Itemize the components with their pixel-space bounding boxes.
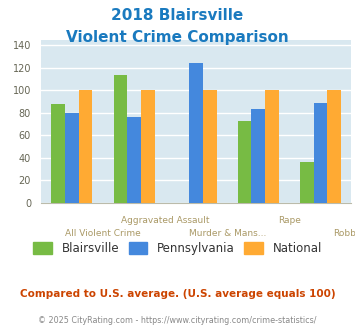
Bar — [238, 121, 251, 203]
Bar — [114, 75, 127, 203]
Bar — [127, 117, 141, 203]
Bar — [265, 90, 279, 203]
Bar — [79, 90, 92, 203]
Bar — [313, 103, 327, 203]
Text: Murder & Mans...: Murder & Mans... — [189, 229, 266, 238]
Text: Robbery: Robbery — [333, 229, 355, 238]
Text: All Violent Crime: All Violent Crime — [65, 229, 141, 238]
Text: Aggravated Assault: Aggravated Assault — [121, 216, 209, 225]
Bar — [327, 90, 341, 203]
Bar — [51, 104, 65, 203]
Text: Compared to U.S. average. (U.S. average equals 100): Compared to U.S. average. (U.S. average … — [20, 289, 335, 299]
Text: Rape: Rape — [278, 216, 301, 225]
Bar — [300, 162, 313, 203]
Bar — [65, 113, 79, 203]
Bar — [141, 90, 154, 203]
Bar — [203, 90, 217, 203]
Bar — [189, 63, 203, 203]
Text: © 2025 CityRating.com - https://www.cityrating.com/crime-statistics/: © 2025 CityRating.com - https://www.city… — [38, 316, 317, 325]
Text: Violent Crime Comparison: Violent Crime Comparison — [66, 30, 289, 45]
Bar — [251, 110, 265, 203]
Legend: Blairsville, Pennsylvania, National: Blairsville, Pennsylvania, National — [28, 237, 327, 260]
Text: 2018 Blairsville: 2018 Blairsville — [111, 8, 244, 23]
